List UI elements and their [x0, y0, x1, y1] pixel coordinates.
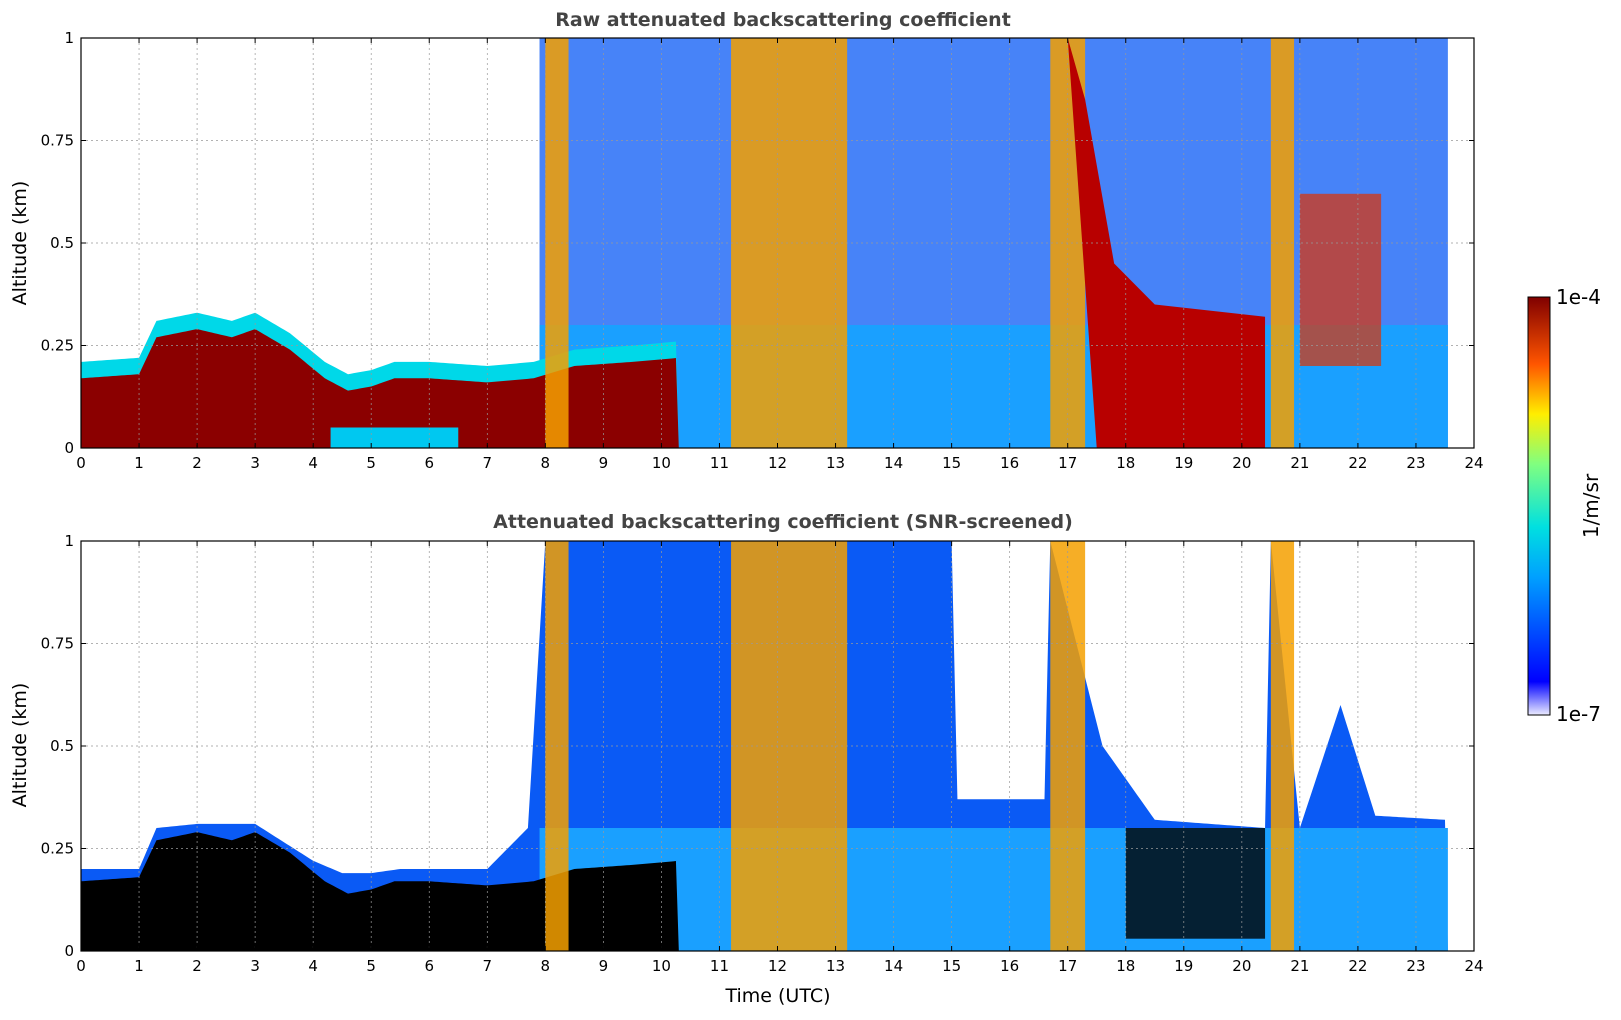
p2-xtick-label: 2	[192, 957, 202, 975]
p1-xtick-label: 18	[1116, 454, 1135, 472]
p1-xtick-label: 17	[1058, 454, 1077, 472]
p2-xtick-label: 24	[1464, 957, 1483, 975]
p2-saturated-layer	[81, 832, 679, 951]
p2-xtick-label: 1	[134, 957, 144, 975]
p1-ytick-label: 1	[64, 29, 74, 47]
p2-xtick-label: 9	[599, 957, 609, 975]
colorbar-gradient	[1527, 296, 1551, 716]
colorbar-unit-label: 1/m/sr	[1579, 473, 1603, 538]
p2-xtick-label: 15	[942, 957, 961, 975]
panel1-title: Raw attenuated backscattering coefficien…	[555, 9, 1011, 31]
panel1-ylabel: Altitude (km)	[9, 181, 31, 306]
p2-xtick-label: 19	[1174, 957, 1193, 975]
p1-xtick-label: 10	[652, 454, 671, 472]
p1-ytick-label: 0.25	[41, 337, 74, 355]
p1-xtick-label: 9	[599, 454, 609, 472]
p1-xtick-label: 12	[768, 454, 787, 472]
p1-xtick-label: 1	[134, 454, 144, 472]
p1-xtick-label: 11	[710, 454, 729, 472]
panel2-xlabel: Time (UTC)	[724, 985, 830, 1007]
p2-ytick-label: 0.75	[41, 635, 74, 653]
p1-xtick-label: 4	[308, 454, 318, 472]
p2-xtick-label: 6	[424, 957, 434, 975]
p1-xtick-label: 6	[424, 454, 434, 472]
p2-xtick-label: 17	[1058, 957, 1077, 975]
p2-xtick-label: 5	[366, 957, 376, 975]
p2-xtick-label: 10	[652, 957, 671, 975]
raw-backscatter-panel: Raw attenuated backscattering coefficien…	[9, 9, 1484, 472]
p2-ytick-label: 0.25	[41, 840, 74, 858]
p1-ytick-label: 0.75	[41, 132, 74, 150]
p2-ytick-label: 0	[64, 942, 74, 960]
p1-xtick-label: 8	[541, 454, 551, 472]
p1-ytick-label: 0	[64, 439, 74, 457]
p1-xtick-label: 16	[1000, 454, 1019, 472]
p2-xtick-label: 23	[1406, 957, 1425, 975]
p2-ytick-label: 0.5	[50, 737, 74, 755]
p1-xtick-label: 21	[1290, 454, 1309, 472]
p2-xtick-label: 3	[250, 957, 260, 975]
p1-xtick-label: 20	[1232, 454, 1251, 472]
p1-boundary-layer	[81, 329, 679, 448]
p1-xtick-label: 24	[1464, 454, 1483, 472]
p1-xtick-label: 3	[250, 454, 260, 472]
p1-xtick-label: 15	[942, 454, 961, 472]
raw-heatmap-area: 0 1 2 3 4 5 6 7 8 9 10 11 12 13 14 15 16 17 18 19 20 21 22 23 24…	[41, 29, 1484, 472]
p1-xtick-label: 23	[1406, 454, 1425, 472]
p2-cloud-event	[731, 541, 848, 951]
panel2-title: Attenuated backscattering coefficient (S…	[493, 511, 1073, 533]
p2-xtick-label: 13	[826, 957, 845, 975]
colorbar: 1e-4 1e-7 1/m/sr	[1527, 285, 1603, 726]
p2-xtick-label: 0	[76, 957, 86, 975]
p2-xtick-label: 4	[308, 957, 318, 975]
p2-xtick-label: 8	[541, 957, 551, 975]
panel2-ylabel: Altitude (km)	[9, 683, 31, 808]
p1-late-cloud	[1299, 193, 1382, 366]
p2-ytick-label: 1	[64, 532, 74, 550]
p1-xtick-label: 7	[483, 454, 493, 472]
p2-xtick-label: 11	[710, 957, 729, 975]
p2-xtick-label: 22	[1348, 957, 1367, 975]
p1-cloud-event	[731, 38, 848, 448]
p1-ytick-label: 0.5	[50, 234, 74, 252]
p2-xtick-label: 21	[1290, 957, 1309, 975]
p2-xtick-label: 20	[1232, 957, 1251, 975]
p2-xtick-label: 18	[1116, 957, 1135, 975]
p1-xtick-label: 5	[366, 454, 376, 472]
colorbar-min-label: 1e-7	[1556, 702, 1601, 726]
p1-xtick-label: 0	[76, 454, 86, 472]
snr-screened-panel: Attenuated backscattering coefficient (S…	[9, 511, 1484, 1007]
p1-xtick-label: 19	[1174, 454, 1193, 472]
p2-xtick-label: 7	[483, 957, 493, 975]
p2-xtick-label: 14	[884, 957, 903, 975]
p2-xtick-label: 12	[768, 957, 787, 975]
p1-xtick-label: 14	[884, 454, 903, 472]
screened-heatmap-area: 0 1 2 3 4 5 6 7 8 9 10 11 12 13 14 15 16 17 18 19 20 21 22 23 24…	[41, 532, 1484, 975]
p2-xtick-label: 16	[1000, 957, 1019, 975]
p1-xtick-label: 13	[826, 454, 845, 472]
colorbar-max-label: 1e-4	[1556, 285, 1601, 309]
p1-surface-layer	[330, 427, 459, 448]
p1-xtick-label: 22	[1348, 454, 1367, 472]
p1-xtick-label: 2	[192, 454, 202, 472]
p2-fog-saturated	[1125, 828, 1266, 939]
